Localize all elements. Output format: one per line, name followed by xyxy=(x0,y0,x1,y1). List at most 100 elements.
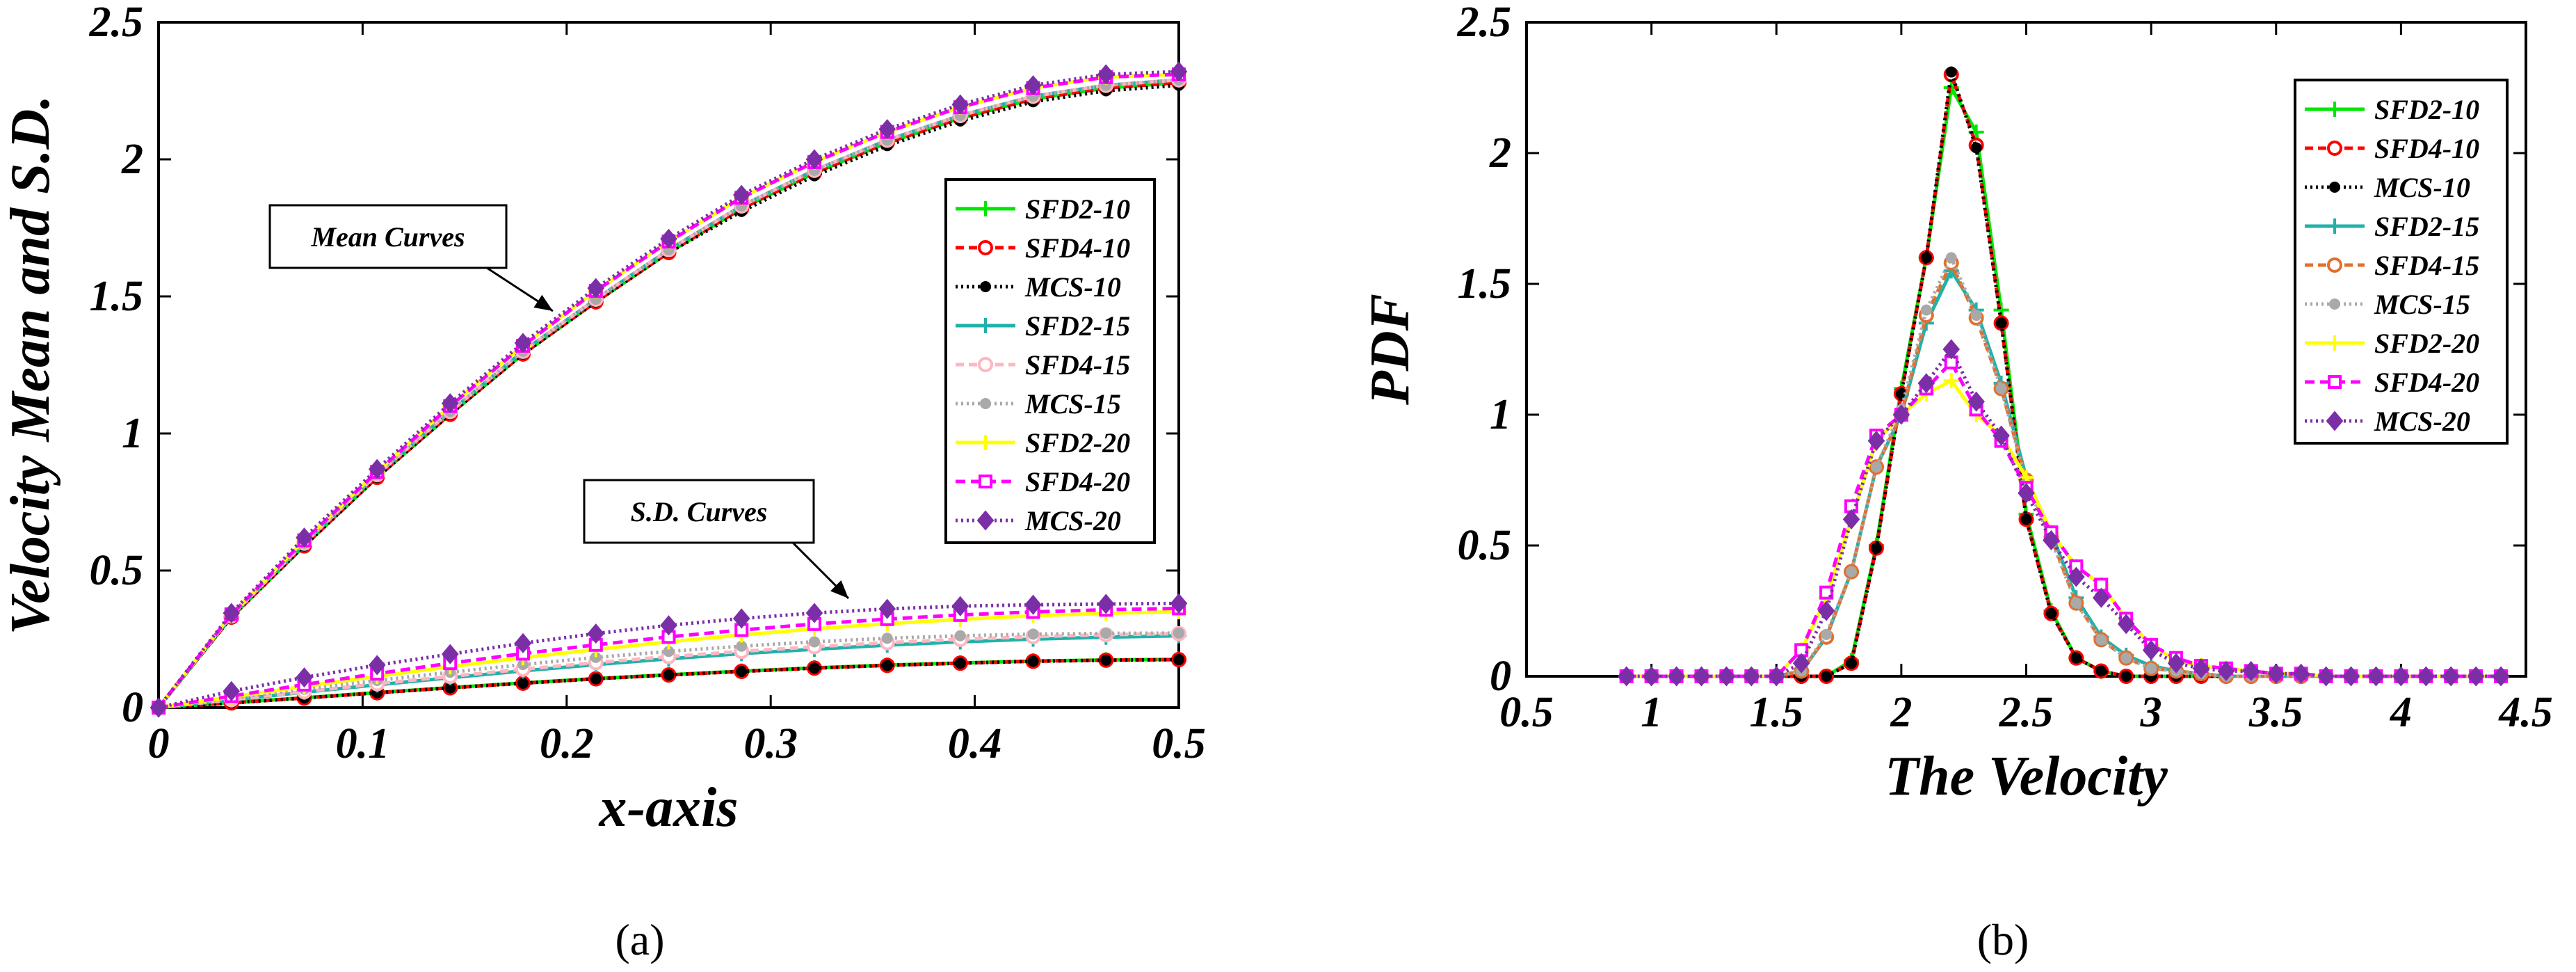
data-point-MCS-20 xyxy=(1792,653,1810,674)
data-point-MCS-20 xyxy=(1170,593,1188,614)
data-point-MCS-10 xyxy=(2070,652,2082,664)
data-point-MCS-10 xyxy=(1920,252,1932,264)
data-point-MCS-20 xyxy=(1993,425,2010,446)
data-point-MCS-15 xyxy=(2070,597,2082,609)
panel-caption: (a) xyxy=(615,915,664,964)
x-tick-label: 0.2 xyxy=(540,720,594,767)
legend-label: MCS-20 xyxy=(2374,406,2470,437)
legend-label: SFD2-10 xyxy=(2374,94,2479,125)
legend-label: SFD2-20 xyxy=(2374,328,2479,359)
data-point-MCS-10 xyxy=(590,673,602,685)
data-point-MCS-20 xyxy=(2192,658,2210,679)
data-point-MCS-10 xyxy=(1846,658,1858,669)
x-tick-label: 0.4 xyxy=(948,720,1002,767)
data-point-MCS-20 xyxy=(223,680,241,701)
data-point-MCS-20 xyxy=(2068,566,2085,587)
legend-marker-SFD4-15 xyxy=(2327,257,2342,273)
legend-label: MCS-15 xyxy=(2374,289,2470,320)
y-axis-label: Velocity Mean and S.D. xyxy=(0,95,61,635)
data-point-MCS-15 xyxy=(2120,652,2132,664)
data-point-MCS-20 xyxy=(2492,666,2510,687)
data-point-MCS-20 xyxy=(1097,593,1115,614)
data-point-MCS-20 xyxy=(1170,61,1188,82)
data-point-MCS-20 xyxy=(805,149,823,170)
data-point-MCS-15 xyxy=(1995,383,2007,395)
data-point-MCS-20 xyxy=(1892,404,1910,425)
annotation-box xyxy=(268,204,508,269)
data-point-MCS-15 xyxy=(1920,304,1932,316)
data-point-MCS-20 xyxy=(514,632,532,653)
data-point-MCS-20 xyxy=(296,527,313,548)
panel-caption: (b) xyxy=(1977,915,2029,964)
data-point-MCS-20 xyxy=(2142,639,2160,660)
data-point-MCS-15 xyxy=(1027,628,1039,640)
legend-marker-SFD2-15 xyxy=(978,318,993,333)
data-point-MCS-20 xyxy=(150,697,168,718)
data-point-MCS-20 xyxy=(951,94,969,115)
annotation-arrow-head xyxy=(533,294,553,311)
data-point-MCS-10 xyxy=(1895,388,1907,399)
legend-marker-SFD4-10 xyxy=(978,240,993,255)
sd-line-MCS-10 xyxy=(158,658,1180,710)
data-point-MCS-20 xyxy=(1817,600,1835,621)
y-tick-label: 0.5 xyxy=(90,547,144,594)
series-MCS-20 xyxy=(150,61,1188,718)
y-tick-label: 0.5 xyxy=(1458,522,1512,569)
legend-label: SFD2-20 xyxy=(1025,427,1130,459)
data-point-MCS-10 xyxy=(808,662,820,674)
annotation-text: Mean Curves xyxy=(310,221,465,253)
data-point-MCS-10 xyxy=(1870,542,1882,554)
data-point-MCS-20 xyxy=(1024,594,1042,615)
sd-line-SFD4-20 xyxy=(158,606,1180,710)
x-tick-label: 1 xyxy=(1641,689,1662,736)
data-point-MCS-20 xyxy=(1842,509,1860,529)
data-point-MCS-20 xyxy=(1867,431,1885,452)
legend-label: SFD4-20 xyxy=(1025,466,1130,497)
data-point-MCS-20 xyxy=(878,598,896,619)
data-point-MCS-10 xyxy=(1821,671,1833,682)
x-tick-label: 4.5 xyxy=(2498,689,2553,736)
data-point-MCS-20 xyxy=(2392,666,2410,687)
legend-marker-MCS-20 xyxy=(2326,411,2344,431)
legend-label: MCS-10 xyxy=(1024,271,1121,303)
annotation-box xyxy=(583,479,815,544)
data-point-MCS-20 xyxy=(2043,529,2060,551)
data-point-MCS-20 xyxy=(223,603,241,623)
data-point-MCS-15 xyxy=(881,632,893,644)
data-point-MCS-20 xyxy=(587,623,605,644)
data-point-MCS-20 xyxy=(441,644,459,664)
data-point-MCS-20 xyxy=(878,119,896,140)
data-point-MCS-20 xyxy=(587,278,605,298)
data-point-MCS-10 xyxy=(444,682,456,694)
y-tick-label: 0 xyxy=(122,684,143,731)
legend-label: SFD2-15 xyxy=(1025,310,1130,342)
data-point-MCS-20 xyxy=(1767,666,1785,687)
data-point-MCS-10 xyxy=(736,665,748,677)
data-point-MCS-10 xyxy=(881,660,893,671)
data-point-MCS-20 xyxy=(732,184,750,205)
data-point-MCS-10 xyxy=(1970,142,1982,154)
data-point-MCS-20 xyxy=(2442,666,2460,687)
data-point-MCS-20 xyxy=(2292,663,2310,684)
data-point-MCS-15 xyxy=(1945,252,1957,264)
legend-label: SFD2-15 xyxy=(2374,211,2479,242)
x-axis-label: The Velocity xyxy=(1885,746,2168,807)
x-tick-label: 2.5 xyxy=(1999,689,2054,736)
legend-label: SFD2-10 xyxy=(1025,193,1130,225)
sd-line-SFD4-15 xyxy=(158,632,1180,710)
data-point-SFD2-20 xyxy=(1943,373,1959,389)
legend-marker-SFD4-15 xyxy=(978,357,993,372)
legend-marker-SFD2-10 xyxy=(978,201,993,216)
data-point-MCS-10 xyxy=(517,677,529,689)
data-point-MCS-15 xyxy=(808,636,820,648)
x-tick-label: 0.5 xyxy=(1152,720,1206,767)
data-point-MCS-20 xyxy=(2092,587,2110,608)
data-point-MCS-20 xyxy=(2242,660,2260,682)
data-point-MCS-15 xyxy=(2146,662,2157,674)
x-tick-label: 0.3 xyxy=(743,720,798,767)
data-point-MCS-15 xyxy=(1173,627,1184,639)
data-point-MCS-10 xyxy=(2120,671,2132,682)
data-point-MCS-20 xyxy=(1097,64,1115,85)
